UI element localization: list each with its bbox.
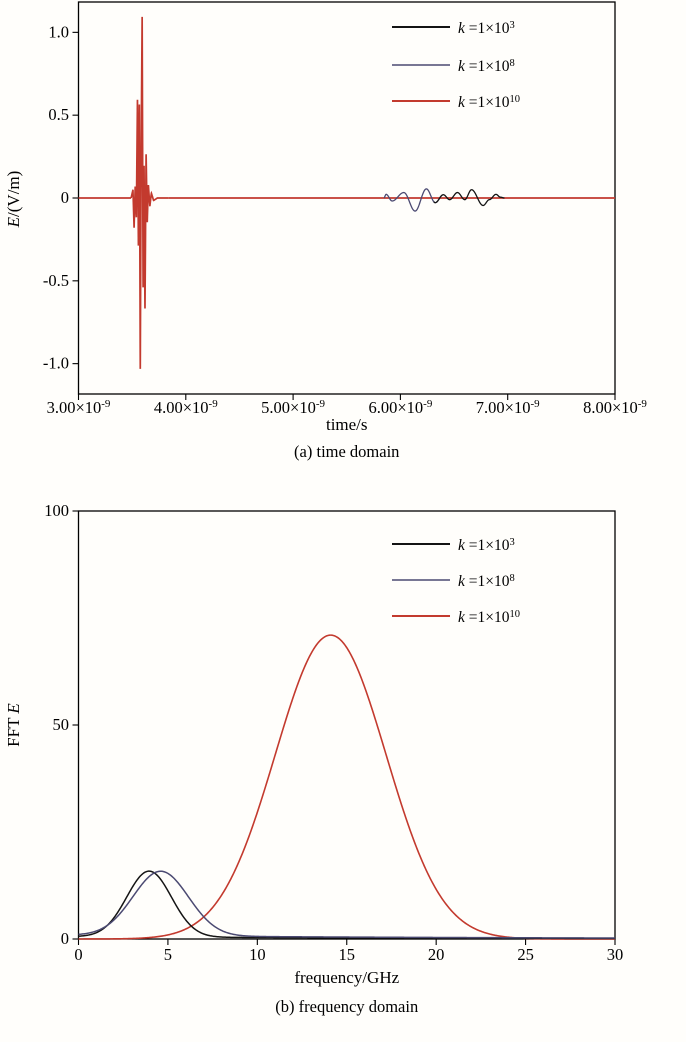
svg-text:25: 25	[517, 945, 534, 964]
svg-text:frequency/GHz: frequency/GHz	[294, 968, 399, 987]
svg-text:7.00×10-9: 7.00×10-9	[476, 398, 540, 417]
svg-text:(a) time domain: (a) time domain	[294, 442, 399, 461]
svg-text:k =1×108: k =1×108	[458, 58, 515, 76]
svg-text:k =1×103: k =1×103	[458, 20, 515, 38]
svg-text:k =1×108: k =1×108	[458, 573, 515, 591]
svg-text:time/s: time/s	[326, 415, 368, 434]
svg-text:0: 0	[61, 929, 69, 948]
svg-text:-1.0: -1.0	[43, 354, 69, 373]
svg-text:FFT E: FFT E	[4, 703, 23, 747]
svg-text:1.0: 1.0	[48, 22, 69, 41]
svg-text:k =1×103: k =1×103	[458, 537, 515, 555]
svg-text:50: 50	[53, 715, 70, 734]
svg-text:E/(V/m): E/(V/m)	[4, 171, 23, 229]
svg-text:0.5: 0.5	[48, 105, 69, 124]
svg-text:5: 5	[164, 945, 172, 964]
svg-text:(b) frequency domain: (b) frequency domain	[275, 997, 418, 1016]
svg-text:20: 20	[428, 945, 445, 964]
svg-text:15: 15	[339, 945, 356, 964]
svg-text:0: 0	[74, 945, 82, 964]
svg-text:100: 100	[44, 501, 69, 520]
svg-text:10: 10	[249, 945, 266, 964]
svg-text:6.00×10-9: 6.00×10-9	[368, 398, 432, 417]
svg-text:0: 0	[61, 188, 69, 207]
svg-text:30: 30	[607, 945, 624, 964]
svg-text:-0.5: -0.5	[43, 271, 69, 290]
